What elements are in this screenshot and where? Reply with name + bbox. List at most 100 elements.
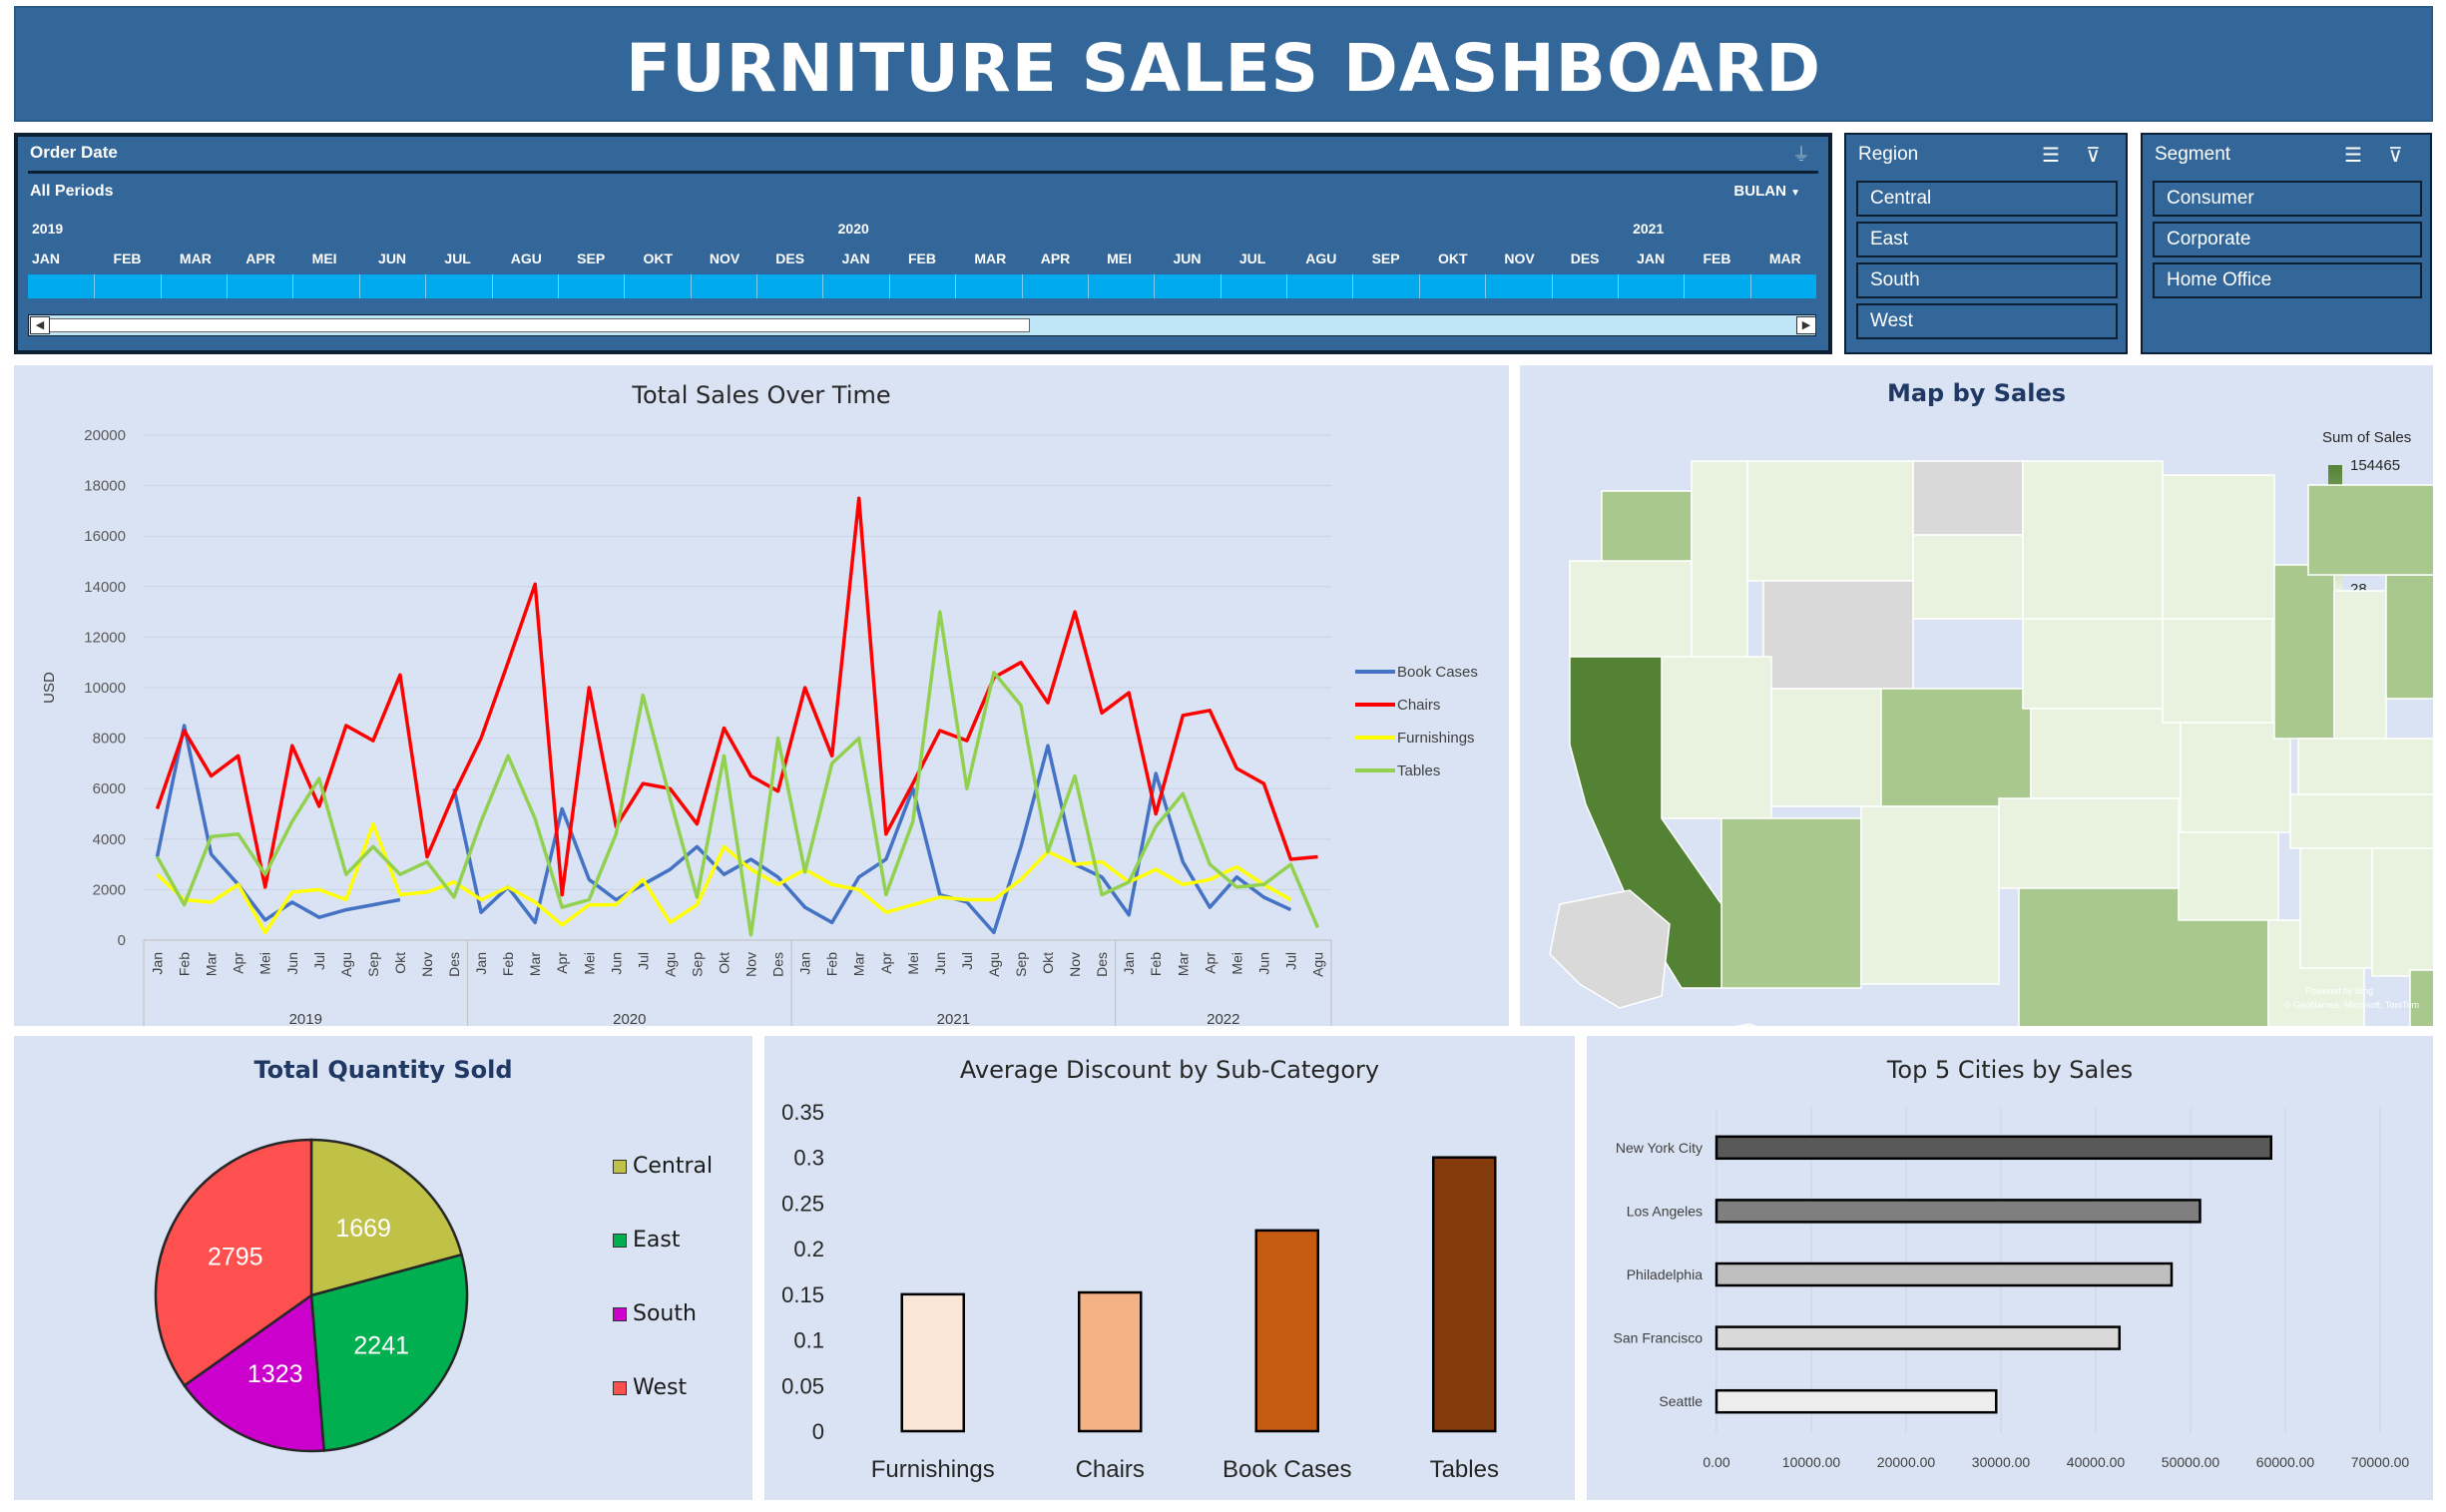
region-item-east[interactable]: East <box>1856 222 2118 257</box>
pie-slice-west <box>154 1138 313 1387</box>
y-tick-label: Seattle <box>1659 1393 1703 1409</box>
multi-select-icon[interactable]: ☰ <box>2344 145 2362 167</box>
timeline-month-label[interactable]: AGU <box>510 251 542 266</box>
state-alaska <box>1549 889 1671 1009</box>
x-tick-label: 40000.00 <box>2067 1454 2126 1470</box>
clear-filter-icon[interactable]: ⏚ <box>1792 145 1810 165</box>
timeline-month-divider <box>1220 274 1222 298</box>
x-year-label: 2022 <box>1207 1011 1239 1026</box>
clear-filter-icon[interactable]: ⊽ <box>2388 145 2403 167</box>
state-missouri <box>2180 722 2291 833</box>
bar-chairs <box>1078 1290 1143 1433</box>
clear-filter-icon[interactable]: ⊽ <box>2086 145 2101 167</box>
timeline-month-label[interactable]: NOV <box>1504 251 1535 266</box>
timeline-year-label: 2019 <box>32 221 64 237</box>
timeline-month-label[interactable]: MAR <box>974 251 1007 266</box>
y-tick-label: 8000 <box>93 731 126 748</box>
order-date-timeline[interactable]: Order Date ⏚ All Periods BULAN ▼ ◀ ▶ JAN… <box>14 133 1832 354</box>
legend-swatch <box>613 1160 627 1174</box>
scroll-left-icon[interactable]: ◀ <box>30 316 50 334</box>
timeline-month-label[interactable]: SEP <box>577 251 606 266</box>
timeline-month-label[interactable]: FEB <box>113 251 142 266</box>
timeline-month-label[interactable]: OKT <box>643 251 674 266</box>
scroll-right-icon[interactable]: ▶ <box>1796 316 1816 334</box>
region-item-south[interactable]: South <box>1856 262 2118 298</box>
x-tick-label: 50000.00 <box>2162 1454 2220 1470</box>
y-tick-label: 0.05 <box>781 1373 824 1398</box>
timeline-month-label[interactable]: JAN <box>841 251 870 266</box>
timeline-month-label[interactable]: NOV <box>709 251 740 266</box>
timeline-month-label[interactable]: DES <box>1570 251 1600 266</box>
legend-label: Furnishings <box>1397 730 1475 747</box>
timeline-month-label[interactable]: FEB <box>908 251 936 266</box>
state-arkansas <box>2178 831 2279 921</box>
region-item-central[interactable]: Central <box>1856 181 2118 217</box>
pie-data-label: 1323 <box>247 1360 303 1388</box>
line-chart-title: Total Sales Over Time <box>632 381 891 409</box>
timeline-month-divider <box>94 274 96 298</box>
timeline-month-label[interactable]: JUN <box>1173 251 1202 266</box>
state-new-mexico <box>1860 805 2000 985</box>
timeline-divider <box>28 171 1818 174</box>
x-tick-label: Agu <box>662 952 678 977</box>
x-tick-label: Jun <box>932 952 948 975</box>
segment-item-consumer[interactable]: Consumer <box>2153 181 2422 217</box>
timeline-month-label[interactable]: MEI <box>311 251 337 266</box>
state-utah <box>1770 688 1882 807</box>
state-iowa <box>2162 618 2273 724</box>
state-wisconsin <box>2162 474 2275 620</box>
series-line-furnishings <box>156 821 1292 935</box>
bar-furnishings <box>900 1292 965 1433</box>
segment-item-home-office[interactable]: Home Office <box>2153 262 2422 298</box>
timeline-month-label[interactable]: MAR <box>1768 251 1801 266</box>
discount-bar-chart: 0 0.05 0.1 0.15 0.2 0.25 0.3 0.35 Furnishings Cha… <box>781 1100 1499 1483</box>
state-hawaii <box>1735 1023 1757 1026</box>
timeline-year-label: 2020 <box>837 221 869 237</box>
timeline-level-dropdown[interactable]: BULAN ▼ <box>1733 183 1800 200</box>
quantity-pie-panel: Total Quantity Sold 1669 2241 1323 2795 Cen… <box>14 1036 752 1500</box>
x-tick-label: Jan <box>150 952 166 975</box>
timeline-month-label[interactable]: AGU <box>1305 251 1337 266</box>
timeline-month-label[interactable]: JAN <box>32 251 61 266</box>
x-tick-label: Furnishings <box>871 1456 995 1483</box>
timeline-month-label[interactable]: APR <box>245 251 275 266</box>
y-tick-label: 12000 <box>84 629 126 646</box>
timeline-month-label[interactable]: APR <box>1040 251 1071 266</box>
x-tick-label: Okt <box>1040 952 1056 974</box>
timeline-month-label[interactable]: FEB <box>1703 251 1731 266</box>
timeline-month-label[interactable]: MAR <box>179 251 212 266</box>
state-florida <box>2409 969 2433 1026</box>
x-year-label: 2019 <box>289 1011 322 1026</box>
x-tick-label: Book Cases <box>1223 1456 1351 1483</box>
state-mississippi <box>2299 847 2373 969</box>
state-south-dakota <box>1912 534 2024 620</box>
x-tick-label: Des <box>1094 952 1110 977</box>
x-tick-label: Jan <box>797 952 813 975</box>
x-tick-label: Jun <box>284 952 300 975</box>
chevron-down-icon: ▼ <box>1790 188 1800 199</box>
timeline-month-divider <box>624 274 626 298</box>
region-item-west[interactable]: West <box>1856 303 2118 339</box>
timeline-month-label[interactable]: DES <box>775 251 805 266</box>
x-tick-label: 0.00 <box>1703 1454 1729 1470</box>
timeline-month-label[interactable]: JAN <box>1637 251 1666 266</box>
x-tick-label: Des <box>770 952 786 977</box>
timeline-month-label[interactable]: OKT <box>1437 251 1468 266</box>
segment-item-corporate[interactable]: Corporate <box>2153 222 2422 257</box>
timeline-month-label[interactable]: SEP <box>1371 251 1400 266</box>
legend-swatch <box>613 1234 627 1248</box>
timeline-month-label[interactable]: JUL <box>1238 251 1266 266</box>
legend-label: East <box>633 1228 681 1253</box>
timeline-month-label[interactable]: JUN <box>378 251 407 266</box>
timeline-selection-bar[interactable] <box>28 274 1816 298</box>
bar-seattle <box>1714 1388 1998 1414</box>
timeline-scroll-thumb[interactable] <box>36 318 1030 332</box>
timeline-month-divider <box>1021 274 1023 298</box>
timeline-month-label[interactable]: JUL <box>444 251 471 266</box>
timeline-month-label[interactable]: MEI <box>1107 251 1132 266</box>
y-tick-label: 20000 <box>84 427 126 444</box>
y-tick-label: New York City <box>1616 1140 1703 1156</box>
x-tick-label: Okt <box>716 952 732 974</box>
multi-select-icon[interactable]: ☰ <box>2042 145 2060 167</box>
x-tick-label: Apr <box>878 952 894 974</box>
